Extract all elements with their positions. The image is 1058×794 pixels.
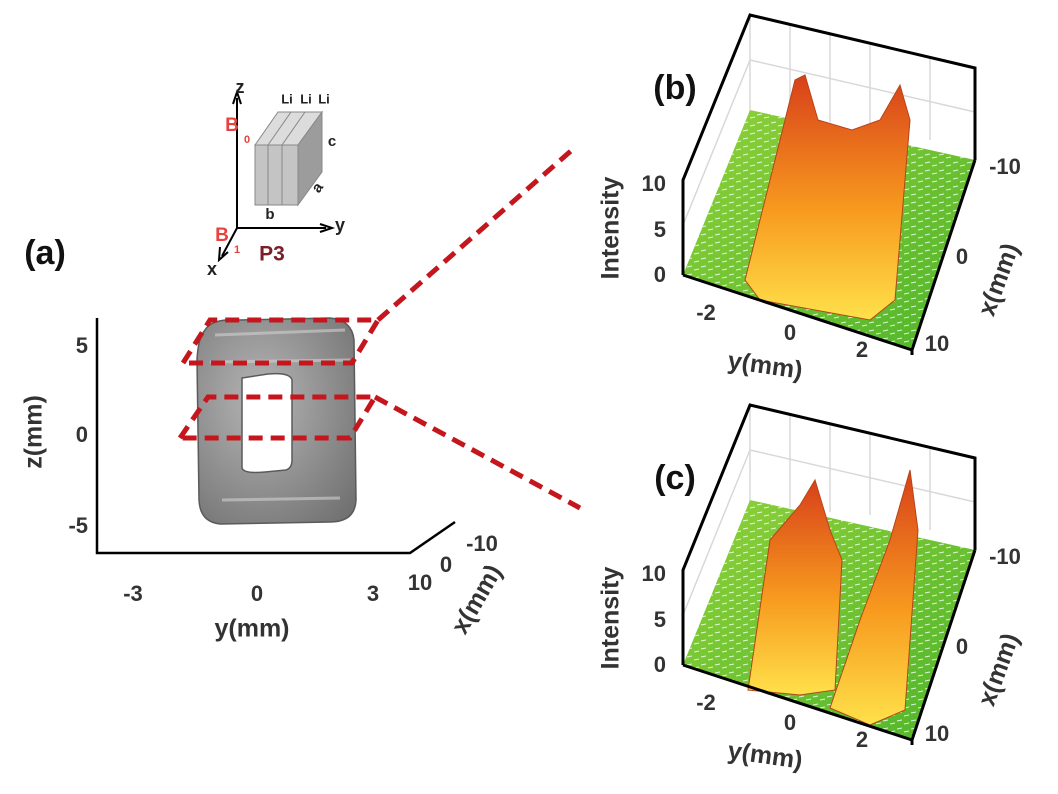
box-front [254,144,299,206]
edge-label: b [265,206,274,223]
axis [232,88,242,228]
tick-label: 5 [654,607,666,632]
panel-c: (c) Intensity 10 5 0 -2 0 2 y(mm) -10 0 10 x(mm) [597,403,1025,775]
axis [237,223,336,233]
tick-label: 10 [408,570,432,595]
tick-label: 10 [925,721,949,746]
tick-label: -3 [123,581,143,606]
field-index: 0 [244,134,250,146]
edge-label: a [308,179,327,196]
axes [95,318,456,555]
material-name: P3 [259,243,285,266]
slice-bottom [175,394,380,441]
axis-label: x(mm) [446,560,508,639]
field-index: 1 [234,244,240,256]
tick-label: 0 [956,634,968,659]
tick-label: -2 [696,690,716,715]
axis-label: x(mm) [973,239,1025,319]
layer-label: Li [318,91,330,106]
field-symbol: B [215,225,229,246]
tick-label: -10 [466,531,498,556]
axis-label: y(mm) [214,615,289,643]
axis-label: z(mm) [20,395,48,469]
sample-shape [196,317,357,525]
tick-label: 2 [856,337,868,362]
panel-a: (a) 5 0 -5 z(mm) -3 0 3 y(mm) 10 0 -10 x… [20,148,582,643]
tick-label: 3 [367,581,379,606]
surface [829,469,919,726]
tick-label: -10 [989,154,1021,179]
connector [373,394,582,511]
tick-label: -10 [989,544,1021,569]
layer-label: Li [281,91,293,106]
tick-label: 10 [925,331,949,356]
panel-b: (b) Intensity 10 5 0 -2 0 2 y(mm) -10 0 10 x(mm) [597,13,1025,385]
tick-label: 0 [956,244,968,269]
tick-label: 5 [654,217,666,242]
slice-top [178,317,383,366]
tick-label: 5 [76,333,88,358]
tick-label: 0 [251,581,263,606]
grid [682,405,976,616]
tick-label: 0 [76,422,88,447]
grid [682,15,976,226]
axis [217,227,238,263]
tick-label: 2 [856,727,868,752]
field-symbol: B [225,115,239,136]
panel-label: (c) [654,459,696,497]
edge-label: c [328,133,336,150]
tick-label: -2 [696,300,716,325]
tick-label: 0 [440,552,452,577]
layer-label: Li [300,91,312,106]
layer-lines [267,111,306,205]
tick-label: 0 [784,710,796,735]
tick-label: 0 [654,262,666,287]
panel-label: (a) [24,234,66,272]
tick-label: 0 [654,652,666,677]
surface [747,478,843,696]
tick-label: -5 [68,513,88,538]
inset: z y x Li Li Li a b c B 0 B 1 P3 [207,77,345,279]
surface [744,74,911,321]
axis-label: y(mm) [726,347,804,385]
frame [681,13,977,355]
connector [376,148,574,322]
axis-label: y(mm) [726,737,804,775]
axis-label: Intensity [597,177,625,280]
tick-label: 10 [642,171,666,196]
axis-label: y [335,215,345,235]
axis-label: x [207,259,217,279]
panel-label: (b) [653,69,696,107]
tick-label: 0 [784,320,796,345]
axis-label: x(mm) [973,629,1025,709]
tick-label: 10 [642,561,666,586]
axis-label: Intensity [597,567,625,670]
frame [681,403,977,745]
axis-label: z [236,77,245,97]
